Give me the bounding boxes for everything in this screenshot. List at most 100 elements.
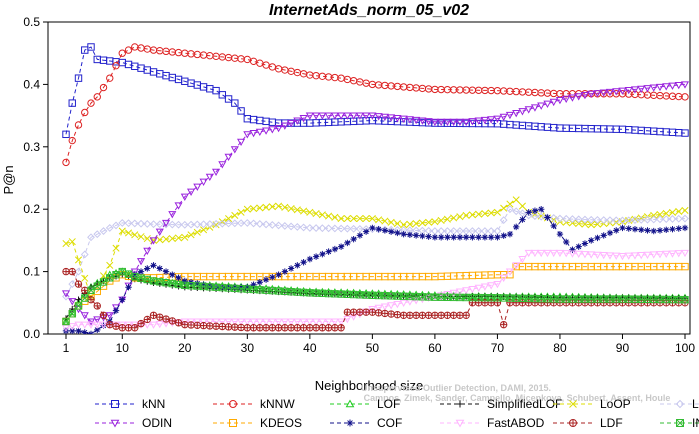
- marker-square-x-cross: [162, 279, 170, 287]
- marker-x: [569, 400, 577, 408]
- marker-circle-plus-cross: [287, 324, 295, 331]
- marker-circle-plus-cross: [462, 312, 470, 319]
- marker-x: [462, 211, 470, 219]
- marker-circle-plus-cross: [350, 308, 357, 316]
- marker-triangle-down: [668, 250, 677, 258]
- marker-circle-plus-cross: [425, 312, 432, 319]
- marker-circle-plus-cross: [337, 324, 345, 331]
- marker-triangle-down: [649, 251, 658, 259]
- marker-square-x-cross: [418, 293, 426, 301]
- marker-square-x-cross: [375, 291, 383, 300]
- marker-triangle-down: [393, 300, 402, 309]
- marker-triangle-down: [530, 249, 539, 258]
- marker-triangle-down: [543, 249, 552, 258]
- marker-square-x-cross: [293, 288, 301, 296]
- marker-x: [243, 205, 251, 213]
- marker-diamond: [593, 216, 602, 224]
- marker-triangle-down: [637, 252, 646, 260]
- marker-x: [293, 206, 301, 214]
- marker-triangle-down: [612, 252, 621, 260]
- marker-triangle-down: [512, 110, 521, 118]
- marker-star: [156, 265, 163, 272]
- marker-diamond: [324, 224, 333, 233]
- marker-star: [144, 265, 151, 272]
- marker-triangle-down: [643, 251, 652, 259]
- marker-x: [387, 218, 395, 226]
- x-tick-label: 1: [63, 341, 70, 355]
- marker-star: [300, 259, 307, 266]
- marker-triangle-down: [205, 173, 214, 181]
- marker-diamond: [262, 220, 270, 229]
- marker-circle-plus-cross: [512, 299, 520, 306]
- marker-diamond: [512, 207, 521, 216]
- marker-triangle-down: [224, 153, 233, 162]
- marker-diamond: [599, 216, 608, 224]
- marker-triangle-down: [268, 318, 277, 326]
- marker-plus: [69, 305, 76, 313]
- marker-x: [381, 217, 389, 225]
- marker-square-x-cross: [312, 289, 320, 297]
- marker-star: [512, 223, 520, 231]
- marker-circle-plus-cross: [431, 312, 439, 319]
- marker-square: [212, 86, 220, 95]
- marker-square-x-cross: [681, 296, 689, 304]
- marker-triangle-down: [655, 83, 665, 92]
- marker-circle: [118, 49, 126, 57]
- marker-star: [619, 224, 626, 232]
- marker-diamond: [105, 224, 114, 232]
- marker-diamond: [168, 220, 177, 229]
- marker-circle-plus-cross: [575, 299, 582, 306]
- marker-square-x-cross: [600, 295, 608, 303]
- marker-circle-plus-cross: [544, 299, 551, 306]
- marker-diamond: [155, 220, 164, 229]
- marker-square-x-cross: [393, 292, 401, 300]
- marker-star: [425, 233, 432, 240]
- marker-triangle-down: [318, 112, 327, 120]
- marker-star: [269, 274, 276, 281]
- legend-item-simplifiedlof: SimplifiedLOF: [440, 397, 562, 411]
- marker-circle-plus-cross: [394, 311, 401, 318]
- marker-triangle-down: [662, 83, 671, 91]
- x-tick-label: 30: [241, 341, 255, 355]
- marker-triangle-down: [499, 113, 508, 122]
- marker-square-x-cross: [262, 286, 270, 294]
- marker-diamond: [118, 219, 127, 227]
- marker-star: [225, 284, 232, 291]
- marker-square: [206, 85, 214, 93]
- legend-item-inflo: INFLO: [660, 416, 699, 430]
- marker-circle-plus-cross: [269, 324, 276, 331]
- marker-square-x-cross: [143, 275, 151, 284]
- marker-square-x-cross: [531, 295, 539, 303]
- marker-star: [531, 207, 539, 214]
- marker-x: [587, 221, 595, 229]
- marker-star: [500, 232, 507, 239]
- legend-label: INFLO: [692, 416, 699, 430]
- marker-triangle-down: [412, 297, 421, 305]
- marker-circle-plus-cross: [400, 312, 407, 319]
- marker-diamond: [574, 215, 583, 224]
- marker-triangle-down: [230, 318, 239, 326]
- marker-square-x-cross: [356, 291, 364, 299]
- marker-x: [225, 215, 233, 223]
- marker-diamond: [556, 214, 564, 223]
- marker-x: [237, 208, 245, 216]
- marker-triangle-down: [455, 288, 464, 296]
- marker-triangle-down: [280, 122, 289, 130]
- series-fastabod: [61, 249, 690, 332]
- marker-diamond: [531, 212, 539, 220]
- x-axis: 1 10 20 30 40 50 60 70 80 90 100: [63, 334, 695, 355]
- marker-triangle-down: [324, 112, 333, 120]
- marker-triangle-down: [61, 290, 71, 298]
- marker-triangle-down: [462, 287, 471, 295]
- x-tick-label: 80: [553, 341, 567, 355]
- marker-circle-plus-cross: [69, 268, 76, 275]
- marker-triangle-down: [599, 252, 608, 260]
- legend-item-ldf: LDF: [553, 416, 623, 430]
- marker-triangle-down: [455, 419, 465, 428]
- marker-star: [125, 284, 132, 291]
- marker-x: [281, 203, 289, 211]
- marker-triangle-down: [299, 115, 308, 123]
- marker-circle: [87, 99, 95, 107]
- series-line: [65, 83, 686, 323]
- marker-star: [487, 234, 495, 241]
